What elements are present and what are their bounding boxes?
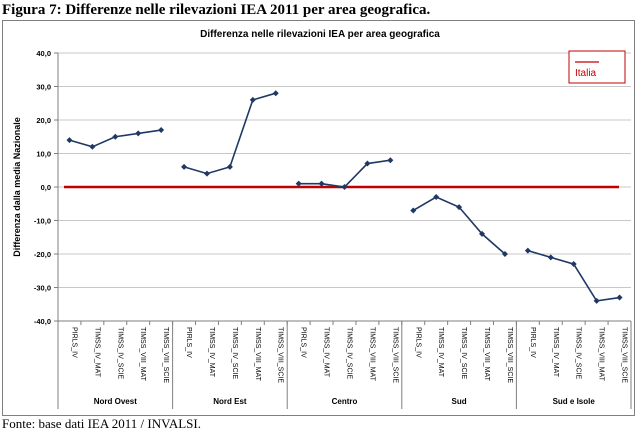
chart-frame: Differenza nelle rilevazioni IEA per are… — [2, 20, 635, 416]
x-tick-label: TIMSS_VIII_SCIE — [391, 327, 398, 383]
series-line-4 — [527, 249, 620, 302]
chart-title: Differenza nelle rilevazioni IEA per are… — [200, 29, 440, 40]
data-point — [89, 143, 96, 150]
data-point — [410, 207, 417, 214]
x-tick-label: TIMSS_VIII_MAT — [368, 327, 375, 382]
data-point — [66, 137, 73, 144]
group-label: Centro — [332, 397, 358, 406]
data-point — [547, 254, 554, 261]
data-point — [318, 180, 325, 187]
line-chart: Differenza nelle rilevazioni IEA per are… — [12, 29, 632, 409]
y-tick-label: 20,0 — [36, 116, 51, 125]
data-point — [112, 133, 119, 140]
x-tick-label: TIMSS_IV_MAT — [437, 327, 444, 378]
data-point — [479, 230, 486, 237]
data-point — [570, 261, 577, 268]
data-point — [616, 294, 623, 301]
y-tick-label: -30,0 — [34, 284, 51, 293]
legend-box — [568, 50, 626, 84]
data-point — [158, 127, 165, 134]
data-point — [364, 160, 371, 167]
data-point — [524, 247, 531, 254]
x-tick-label: TIMSS_VIII_MAT — [254, 327, 261, 382]
y-tick-label: 10,0 — [36, 150, 51, 159]
x-tick-label: TIMSS_IV_MAT — [208, 327, 215, 378]
series-line-1 — [183, 92, 276, 175]
data-point — [433, 194, 440, 201]
legend-label-italia: Italia — [575, 68, 597, 79]
y-tick-label: -40,0 — [34, 317, 51, 326]
x-tick-label: TIMSS_IV_MAT — [323, 327, 330, 378]
data-point — [593, 297, 600, 304]
data-point — [501, 251, 508, 257]
x-tick-label: TIMSS_IV_MAT — [93, 327, 100, 378]
x-tick-label: PIRLS_IV — [300, 327, 307, 358]
x-tick-label: TIMSS_VIII_MAT — [598, 327, 605, 382]
x-tick-label: TIMSS_IV_SCIE — [231, 327, 238, 379]
x-tick-label: TIMSS_VIII_SCIE — [162, 327, 169, 383]
data-point — [295, 180, 302, 187]
y-axis-title: Differenza dalla media Nazionale — [12, 117, 22, 257]
data-point — [249, 96, 256, 103]
x-tick-label: PIRLS_IV — [529, 327, 536, 358]
x-tick-label: PIRLS_IV — [414, 327, 421, 358]
group-label: Nord Ovest — [94, 397, 137, 406]
data-point — [181, 163, 188, 170]
group-label: Nord Est — [213, 397, 247, 406]
data-point — [203, 170, 210, 177]
group-label: Sud — [452, 397, 467, 406]
x-tick-label: TIMSS_IV_SCIE — [575, 327, 582, 379]
data-point — [226, 163, 233, 170]
x-tick-label: TIMSS_VIII_SCIE — [506, 327, 513, 383]
x-tick-label: TIMSS_VIII_SCIE — [621, 327, 628, 383]
data-point — [135, 130, 142, 137]
group-label: Sud e Isole — [553, 397, 596, 406]
figure-title: Figura 7: Differenze nelle rilevazioni I… — [2, 2, 431, 18]
x-tick-label: TIMSS_IV_SCIE — [460, 327, 467, 379]
x-tick-label: TIMSS_VIII_MAT — [483, 327, 490, 382]
x-tick-label: TIMSS_VIII_SCIE — [277, 327, 284, 383]
x-tick-label: TIMSS_IV_SCIE — [116, 327, 123, 379]
x-tick-label: TIMSS_IV_SCIE — [346, 327, 353, 379]
y-tick-label: -20,0 — [34, 250, 51, 259]
x-tick-label: PIRLS_IV — [185, 327, 192, 358]
data-point — [387, 157, 394, 164]
x-tick-label: TIMSS_IV_MAT — [552, 327, 559, 378]
y-tick-label: -10,0 — [34, 217, 51, 226]
x-tick-label: PIRLS_IV — [70, 327, 77, 358]
y-tick-label: 0,0 — [41, 183, 51, 192]
y-tick-label: 40,0 — [36, 49, 51, 58]
source-note: Fonte: base dati IEA 2011 / INVALSI. — [2, 416, 201, 431]
data-point — [456, 204, 463, 211]
data-point — [272, 90, 279, 97]
data-point — [341, 184, 348, 190]
series-line-2 — [298, 159, 391, 188]
x-tick-label: TIMSS_VIII_MAT — [139, 327, 146, 382]
y-tick-label: 30,0 — [36, 83, 51, 92]
